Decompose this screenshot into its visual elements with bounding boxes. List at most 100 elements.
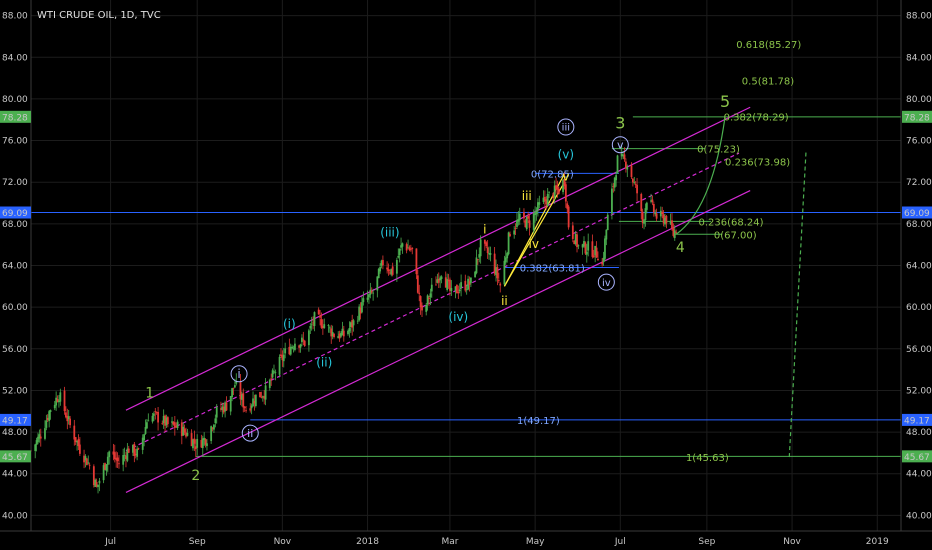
- candle-body: [49, 410, 52, 413]
- candle-body: [571, 225, 574, 239]
- candle-body: [108, 451, 111, 458]
- candle-body: [113, 452, 116, 459]
- candle-body: [132, 444, 134, 453]
- right-axis-bg: [901, 0, 932, 550]
- price-marker-left-bg: [0, 450, 31, 463]
- candle-body: [359, 307, 362, 314]
- candle-body: [313, 312, 316, 326]
- candle-body: [137, 448, 140, 450]
- candle-body: [58, 400, 60, 403]
- candle-body: [35, 440, 38, 445]
- x-axis-bg: [0, 531, 932, 550]
- candle-body: [320, 319, 323, 328]
- candle-body: [597, 258, 599, 261]
- candle-body: [182, 426, 185, 436]
- x-tick-label: May: [526, 537, 545, 547]
- candle-body: [245, 410, 247, 412]
- wave-label: (v): [558, 147, 574, 161]
- candle-body: [573, 240, 576, 245]
- y-tick-label-left: 64.00: [2, 262, 28, 272]
- candle-body: [341, 328, 344, 336]
- candle-body: [662, 214, 665, 224]
- candle-body: [630, 165, 633, 178]
- candle-body: [527, 215, 530, 219]
- candle-body: [428, 297, 430, 299]
- candle-body: [331, 331, 334, 337]
- candle-body: [291, 346, 294, 349]
- candle-body: [640, 194, 643, 212]
- candle-body: [486, 247, 489, 253]
- candle-body: [485, 242, 488, 247]
- candle-body: [240, 394, 243, 400]
- candle-body: [194, 446, 197, 450]
- y-tick-label-left: 68.00: [2, 220, 28, 230]
- candle-body: [66, 415, 69, 422]
- candle-body: [173, 422, 176, 428]
- candle-body: [220, 408, 222, 410]
- candle-body: [532, 213, 535, 231]
- candle-body: [143, 434, 146, 441]
- candle-body: [186, 433, 189, 436]
- wave-label: v: [562, 169, 569, 183]
- candle-body: [95, 481, 98, 487]
- x-tick-label: 2019: [866, 537, 889, 547]
- candle-body: [400, 245, 402, 248]
- candle-body: [259, 392, 261, 398]
- candle-body: [516, 220, 518, 227]
- candle-body: [634, 183, 637, 185]
- y-tick-label-left: 72.00: [2, 178, 28, 188]
- candle-body: [458, 289, 461, 292]
- candle-body: [264, 385, 267, 400]
- candle-body: [78, 444, 81, 454]
- candle-body: [611, 188, 613, 214]
- wave-label: iii: [562, 123, 570, 134]
- right-price-axis: 40.00 44.00 48.00 52.00 56.00 60.00 64.00 68.00…: [900, 0, 932, 550]
- candle-body: [493, 253, 496, 274]
- candle-body: [379, 267, 382, 272]
- candle-body: [495, 267, 497, 276]
- trendline: [125, 189, 751, 494]
- candle-body: [165, 417, 168, 426]
- candle-body: [229, 395, 232, 412]
- candle-body: [504, 257, 507, 263]
- candle-body: [557, 188, 560, 194]
- candle-body: [333, 333, 335, 338]
- candle-body: [538, 202, 541, 205]
- y-tick-label-left: 40.00: [2, 511, 28, 521]
- candle-body: [388, 272, 391, 274]
- candle-body: [391, 266, 394, 275]
- candle-body: [447, 279, 450, 282]
- candle-body: [155, 412, 158, 414]
- candle-body: [38, 434, 41, 439]
- wave-label: (iv): [448, 310, 468, 324]
- candle-body: [643, 220, 645, 224]
- candle-body: [190, 433, 193, 447]
- candle-body: [475, 257, 478, 274]
- y-tick-label-right: 76.00: [906, 137, 932, 147]
- candle-body: [362, 298, 365, 303]
- fib-label: 0.382(63.81): [520, 263, 585, 274]
- candle-body: [409, 249, 412, 251]
- wave-label: ii: [247, 427, 253, 440]
- candle-body: [468, 281, 471, 285]
- left-axis-bg: [0, 0, 31, 550]
- candle-body: [535, 211, 538, 215]
- wave-label: (i): [283, 317, 296, 331]
- candle-body: [576, 234, 578, 248]
- candle-body: [213, 424, 215, 430]
- candle-body: [273, 371, 275, 373]
- x-tick-label: Jul: [104, 537, 116, 547]
- projection-dashed: [788, 150, 807, 458]
- candle-body: [370, 291, 373, 293]
- candle-body: [63, 390, 66, 412]
- candle-body: [59, 392, 62, 402]
- candle-body: [53, 404, 56, 409]
- candle-body: [425, 304, 428, 312]
- candle-body: [591, 241, 594, 257]
- candle-body: [84, 456, 87, 461]
- time-axis: Jul Sep Nov 2018 Mar May Jul Sep Nov 2019: [0, 530, 932, 550]
- candle-body: [83, 455, 85, 463]
- price-marker-left-bg: [0, 206, 31, 219]
